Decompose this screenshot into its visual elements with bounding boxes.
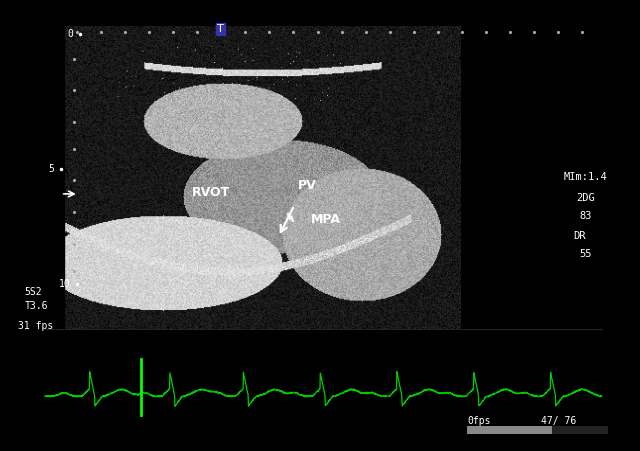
Bar	[552, 426, 608, 434]
Text: 10: 10	[59, 279, 70, 289]
Text: 55: 55	[579, 249, 592, 259]
Text: 47/ 76: 47/ 76	[541, 416, 576, 426]
Text: DR: DR	[573, 231, 586, 241]
Text: T3.6: T3.6	[24, 301, 48, 311]
Text: T: T	[218, 24, 224, 34]
Text: 5: 5	[49, 164, 54, 174]
Text: 5S2: 5S2	[24, 287, 42, 297]
Text: 0: 0	[68, 29, 74, 39]
Text: 83: 83	[579, 211, 592, 221]
Text: MPA: MPA	[310, 213, 340, 226]
Text: 2DG: 2DG	[576, 193, 595, 202]
Text: 31 fps: 31 fps	[18, 321, 53, 331]
Bar	[467, 426, 608, 434]
Text: MIm:1.4: MIm:1.4	[563, 172, 607, 182]
Polygon shape	[0, 27, 64, 329]
Text: PV: PV	[298, 179, 316, 193]
Text: 0fps: 0fps	[467, 416, 491, 426]
Text: RVOT: RVOT	[192, 186, 230, 199]
